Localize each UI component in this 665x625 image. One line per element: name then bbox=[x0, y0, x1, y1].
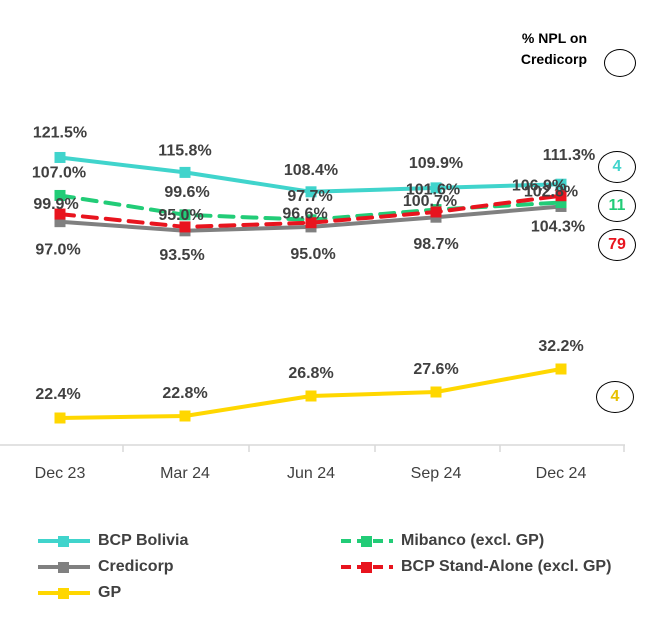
data-point-credicorp bbox=[54, 216, 66, 228]
data-point-gp bbox=[54, 412, 66, 424]
data-point-gp bbox=[305, 390, 317, 402]
data-label-bcp_bolivia: 121.5% bbox=[33, 124, 87, 141]
data-point-bcp_standalone bbox=[54, 208, 66, 220]
legend-item-mibanco: Mibanco (excl. GP) bbox=[339, 532, 544, 550]
data-label-credicorp: 95.0% bbox=[290, 246, 335, 263]
data-label-bcp_bolivia: 109.9% bbox=[409, 155, 463, 172]
data-label-mibanco: 97.7% bbox=[287, 188, 332, 205]
npl-badge-gp: 4 bbox=[596, 381, 634, 413]
legend-swatch-mibanco bbox=[341, 536, 393, 547]
legend-item-bcp-standalone: BCP Stand-Alone (excl. GP) bbox=[339, 558, 611, 576]
x-tick-label: Sep 24 bbox=[411, 465, 462, 482]
npl-badge-bcp-bolivia: 4 bbox=[598, 151, 636, 183]
npl-badge-mibanco: 11 bbox=[598, 190, 636, 222]
data-label-gp: 22.8% bbox=[162, 385, 207, 402]
npl-title-line2: Credicorp bbox=[520, 51, 587, 67]
data-label-bcp_standalone: 96.6% bbox=[282, 206, 327, 223]
data-label-gp: 22.4% bbox=[35, 386, 80, 403]
npl-title-line1: % NPL on bbox=[521, 30, 587, 46]
x-tick-label: Dec 24 bbox=[536, 465, 587, 482]
data-label-gp: 27.6% bbox=[413, 361, 458, 378]
data-point-mibanco bbox=[54, 189, 66, 201]
legend-label: Mibanco (excl. GP) bbox=[401, 532, 545, 549]
data-label-credicorp: 97.0% bbox=[35, 242, 80, 259]
legend-label: Credicorp bbox=[98, 558, 174, 575]
legend-swatch-credicorp bbox=[38, 562, 90, 573]
data-point-bcp_standalone bbox=[430, 206, 442, 218]
data-label-bcp_standalone: 106.9% bbox=[512, 178, 566, 195]
data-label-credicorp: 98.7% bbox=[413, 236, 458, 253]
data-label-mibanco: 104.3% bbox=[531, 219, 585, 236]
data-label-gp: 26.8% bbox=[288, 365, 333, 382]
data-label-bcp_bolivia: 115.8% bbox=[158, 142, 211, 159]
legend-swatch-bcp-standalone bbox=[341, 562, 393, 573]
data-label-credicorp: 102.8% bbox=[524, 183, 578, 200]
npl-legend-circle-icon bbox=[604, 49, 636, 77]
npl-badge-bcp-standalone: 79 bbox=[598, 229, 636, 261]
data-point-bcp_bolivia bbox=[305, 186, 317, 198]
data-point-bcp_bolivia bbox=[179, 166, 191, 178]
data-point-bcp_bolivia bbox=[555, 178, 567, 190]
data-point-bcp_bolivia bbox=[54, 151, 66, 163]
data-label-credicorp: 93.5% bbox=[159, 247, 204, 264]
data-label-mibanco: 107.0% bbox=[32, 164, 86, 181]
data-point-bcp_standalone bbox=[179, 221, 191, 233]
legend-item-credicorp: Credicorp bbox=[36, 558, 174, 576]
npl-legend-title: % NPL on Credicorp bbox=[457, 28, 587, 70]
x-tick-label: Jun 24 bbox=[287, 465, 335, 482]
x-tick-label: Mar 24 bbox=[160, 465, 210, 482]
data-label-bcp_bolivia: 111.3% bbox=[543, 147, 596, 164]
data-point-bcp_standalone bbox=[305, 217, 317, 229]
npl-badge-value: 79 bbox=[608, 236, 626, 253]
x-tick-label: Dec 23 bbox=[35, 465, 86, 482]
legend-item-gp: GP bbox=[36, 584, 121, 602]
legend-swatch-gp bbox=[38, 588, 90, 599]
legend-label: BCP Stand-Alone (excl. GP) bbox=[401, 558, 612, 575]
data-point-gp bbox=[555, 363, 567, 375]
legend-label: GP bbox=[98, 584, 122, 601]
legend-swatch-bcp-bolivia bbox=[38, 536, 90, 547]
data-label-mibanco: 99.6% bbox=[164, 184, 209, 201]
npl-badge-value: 4 bbox=[612, 158, 622, 175]
data-label-gp: 32.2% bbox=[538, 338, 583, 355]
data-label-mibanco: 101.6% bbox=[406, 182, 460, 199]
data-label-bcp_standalone: 99.9% bbox=[33, 196, 78, 213]
data-label-bcp_bolivia: 108.4% bbox=[284, 162, 338, 179]
legend-item-bcp-bolivia: BCP Bolivia bbox=[36, 532, 188, 550]
data-point-bcp_bolivia bbox=[430, 182, 442, 194]
data-point-gp bbox=[179, 410, 191, 422]
npl-badge-value: 4 bbox=[610, 388, 620, 405]
line-chart: Dec 23 Mar 24 Jun 24 Sep 24 Dec 24 121.5% 115… bbox=[0, 124, 625, 482]
data-point-mibanco bbox=[179, 209, 191, 221]
data-point-gp bbox=[430, 386, 442, 398]
npl-badge-value: 11 bbox=[608, 197, 626, 214]
data-point-bcp_standalone bbox=[555, 190, 567, 202]
data-label-bcp_standalone: 100.7% bbox=[403, 193, 457, 210]
legend-label: BCP Bolivia bbox=[98, 532, 189, 549]
chart-legend: BCP Bolivia Mibanco (excl. GP) Credicorp… bbox=[36, 532, 656, 616]
data-point-mibanco bbox=[555, 197, 567, 209]
data-label-bcp_standalone: 95.0% bbox=[158, 207, 203, 224]
